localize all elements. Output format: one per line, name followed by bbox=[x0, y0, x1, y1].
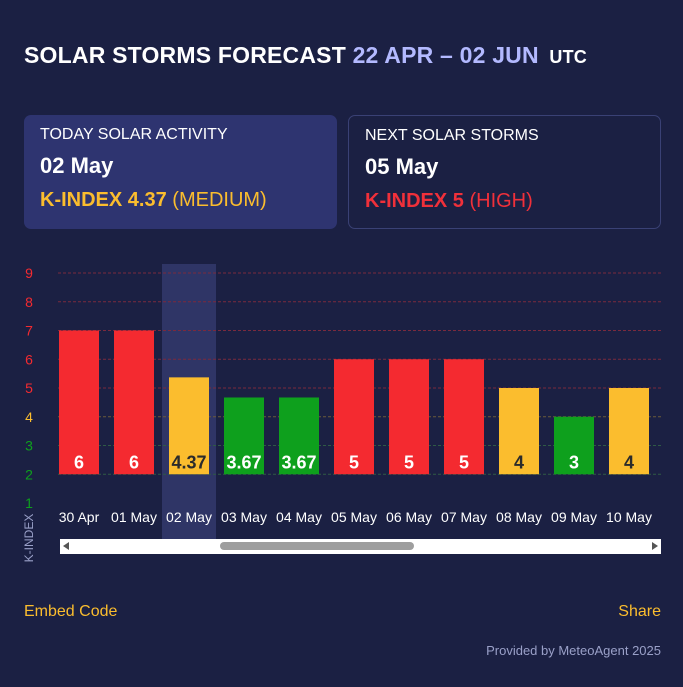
scroll-left-arrow-icon[interactable] bbox=[63, 542, 69, 550]
bar-10-may[interactable] bbox=[609, 388, 649, 475]
scrollbar-thumb[interactable] bbox=[220, 542, 414, 550]
bar-05-may[interactable] bbox=[334, 359, 374, 475]
x-tick-label: 03 May bbox=[221, 509, 267, 525]
bar-value-label: 3.67 bbox=[281, 452, 316, 472]
bar-value-label: 4 bbox=[624, 452, 634, 472]
x-tick-label: 02 May bbox=[166, 509, 212, 525]
bar-03-may[interactable] bbox=[224, 397, 264, 475]
x-tick-label: 01 May bbox=[111, 509, 157, 525]
y-tick-label: 9 bbox=[25, 265, 33, 281]
y-tick-label: 2 bbox=[25, 466, 33, 482]
bar-08-may[interactable] bbox=[499, 388, 539, 475]
bar-value-label: 4.37 bbox=[171, 452, 206, 472]
x-tick-label: 07 May bbox=[441, 509, 487, 525]
y-tick-label: 5 bbox=[25, 380, 33, 396]
bar-value-label: 3.67 bbox=[226, 452, 261, 472]
bar-07-may[interactable] bbox=[444, 359, 484, 475]
y-tick-label: 4 bbox=[25, 409, 33, 425]
title-main: SOLAR STORMS FORECAST bbox=[24, 42, 346, 68]
x-tick-label: 30 Apr bbox=[59, 509, 100, 525]
bar-value-label: 6 bbox=[74, 452, 84, 472]
y-tick-label: 8 bbox=[25, 294, 33, 310]
bar-01-may[interactable] bbox=[114, 330, 154, 475]
next-card-label: NEXT SOLAR STORMS bbox=[365, 127, 539, 144]
scroll-right-arrow-icon[interactable] bbox=[652, 542, 658, 550]
x-tick-label: 05 May bbox=[331, 509, 377, 525]
x-tick-label: 09 May bbox=[551, 509, 597, 525]
x-tick-label: 08 May bbox=[496, 509, 542, 525]
y-tick-label: 3 bbox=[25, 438, 33, 454]
bar-value-label: 5 bbox=[404, 452, 414, 472]
bar-value-label: 4 bbox=[514, 452, 524, 472]
bar-06-may[interactable] bbox=[389, 359, 429, 475]
y-axis-label: K-INDEX bbox=[22, 514, 36, 563]
embed-code-link[interactable]: Embed Code bbox=[24, 603, 118, 620]
next-kindex-level: (HIGH) bbox=[469, 190, 533, 212]
next-card-kindex: K-INDEX 5 (HIGH) bbox=[365, 190, 644, 213]
bar-value-label: 5 bbox=[349, 452, 359, 472]
title-timezone: UTC bbox=[549, 47, 587, 67]
page-title: SOLAR STORMS FORECAST 22 APR – 02 JUN UT… bbox=[24, 42, 587, 69]
x-tick-label: 06 May bbox=[386, 509, 432, 525]
x-tick-label: 10 May bbox=[606, 509, 652, 525]
kindex-bar-chart: 1 2 3 4 5 6 7 8 9 6 30 Apr 6 01 May 4.37 02 May 3.67 03 … bbox=[22, 264, 661, 563]
bar-09-may[interactable] bbox=[554, 416, 594, 475]
bar-value-label: 5 bbox=[459, 452, 469, 472]
today-kindex-value: K-INDEX 4.37 bbox=[40, 189, 167, 211]
bar-02-may[interactable] bbox=[169, 377, 209, 475]
provided-by-credit: Provided by MeteoAgent 2025 bbox=[486, 643, 661, 658]
y-tick-label: 6 bbox=[25, 351, 33, 367]
next-card-date: 05 May bbox=[365, 154, 439, 179]
share-link[interactable]: Share bbox=[618, 603, 661, 620]
y-tick-label: 7 bbox=[25, 323, 33, 339]
bar-value-label: 3 bbox=[569, 452, 579, 472]
title-date-range: 22 APR – 02 JUN bbox=[352, 42, 539, 68]
y-tick-label: 1 bbox=[25, 495, 33, 511]
today-card-date: 02 May bbox=[40, 153, 114, 178]
today-card-label: TODAY SOLAR ACTIVITY bbox=[40, 126, 228, 143]
bar-value-label: 6 bbox=[129, 452, 139, 472]
today-kindex-level: (MEDIUM) bbox=[172, 189, 267, 211]
today-card-kindex: K-INDEX 4.37 (MEDIUM) bbox=[40, 189, 321, 212]
bar-04-may[interactable] bbox=[279, 397, 319, 475]
x-tick-label: 04 May bbox=[276, 509, 322, 525]
next-storms-card: NEXT SOLAR STORMS 05 May K-INDEX 5 (HIGH… bbox=[348, 115, 661, 229]
today-activity-card: TODAY SOLAR ACTIVITY 02 May K-INDEX 4.37… bbox=[24, 115, 337, 229]
next-kindex-value: K-INDEX 5 bbox=[365, 190, 464, 212]
chart-horizontal-scrollbar[interactable] bbox=[60, 539, 661, 554]
bar-30-apr[interactable] bbox=[59, 330, 99, 475]
